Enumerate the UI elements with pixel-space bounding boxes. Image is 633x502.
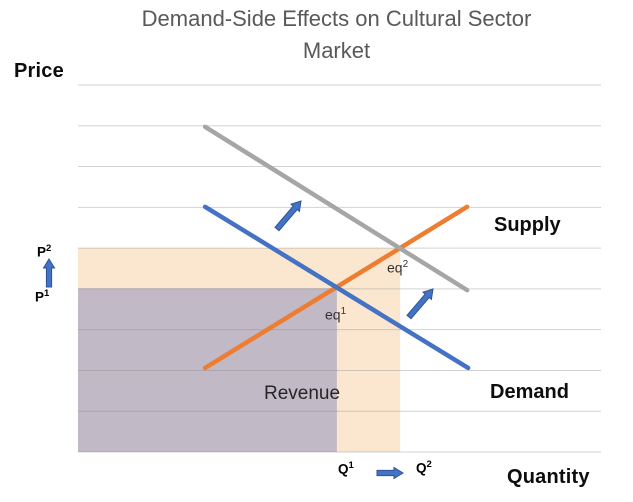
eq2-base: eq: [387, 259, 403, 276]
q1-quantity-tick-label: Q1: [338, 460, 354, 477]
q1-base: Q: [338, 461, 349, 477]
demand-line-label: Demand: [490, 381, 569, 403]
chart-title-line2: Market: [302, 38, 371, 63]
supply-line-label: Supply: [494, 214, 561, 236]
demand-shift-arrow-upper-icon: [274, 200, 302, 232]
revenue-label: Revenue: [264, 383, 341, 404]
p2-price-tick-label: P2: [37, 243, 51, 260]
eq1-equilibrium-label: eq1: [325, 306, 346, 323]
p2-sup: 2: [46, 243, 52, 254]
q2-base: Q: [416, 460, 427, 476]
p1-price-tick-label: P1: [35, 288, 49, 305]
supply-demand-lines: [202, 124, 471, 371]
chart-title-line1: Demand-Side Effects on Cultural Sector: [141, 6, 532, 31]
chart-title: Demand-Side Effects on Cultural Sector M…: [40, 3, 633, 67]
y-axis-title: Price: [14, 60, 64, 82]
eq2-equilibrium-label: eq2: [387, 259, 408, 276]
p2-base: P: [37, 244, 47, 260]
eq1-base: eq: [325, 306, 341, 323]
p1-sup: 1: [44, 288, 50, 299]
quantity-increase-arrow-icon: [376, 466, 404, 480]
demand-shifted-line: [202, 124, 470, 293]
demand-shift-arrow-lower-icon: [406, 288, 434, 320]
q1-sup: 1: [348, 460, 354, 471]
eq1-sup: 1: [340, 306, 347, 317]
price-increase-arrow-icon: [42, 258, 56, 288]
x-axis-title: Quantity: [507, 466, 590, 488]
shift-arrows: [42, 200, 434, 480]
p1-base: P: [35, 289, 45, 305]
q2-sup: 2: [426, 459, 432, 470]
eq2-sup: 2: [402, 259, 409, 270]
demand-line: [202, 204, 471, 371]
q2-quantity-tick-label: Q2: [416, 459, 432, 476]
